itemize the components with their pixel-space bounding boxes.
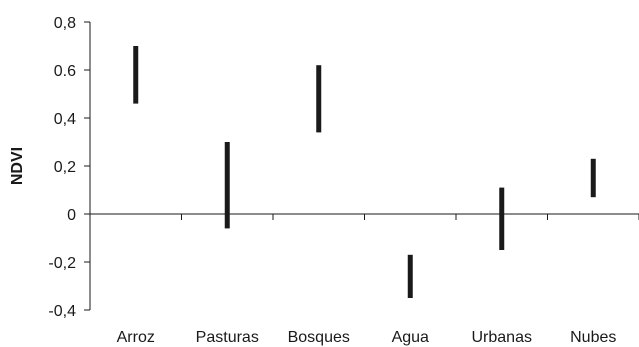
x-ticks: Arroz Pasturas Bosques Agua Urbanas Nubes	[117, 214, 639, 346]
y-tick-label: 0,8	[54, 15, 76, 32]
y-tick-label: -0,4	[48, 303, 76, 320]
category-label: Agua	[392, 329, 429, 346]
range-bar-bosques	[316, 65, 322, 133]
category-label: Arroz	[117, 329, 155, 346]
category-label: Nubes	[570, 329, 616, 346]
y-tick-label: 0.6	[54, 63, 76, 80]
category-label: Bosques	[288, 329, 350, 346]
y-tick-label: 0,4	[54, 111, 76, 128]
category-label: Pasturas	[196, 329, 259, 346]
y-tick-label: -0,2	[48, 255, 76, 272]
range-bar-urbanas	[499, 187, 505, 250]
category-label: Urbanas	[472, 329, 532, 346]
range-bar-arroz	[133, 46, 139, 104]
y-axis-title: NDVI	[9, 147, 26, 185]
range-bars	[133, 46, 596, 298]
range-bar-nubes	[590, 158, 596, 198]
y-tick-label: 0,2	[54, 159, 76, 176]
y-ticks: 0,8 0.6 0,4 0,2 0 -0,2 -0,4	[48, 15, 90, 320]
range-bar-pasturas	[224, 142, 230, 229]
range-bar-agua	[407, 254, 413, 298]
y-tick-label: 0	[67, 207, 76, 224]
